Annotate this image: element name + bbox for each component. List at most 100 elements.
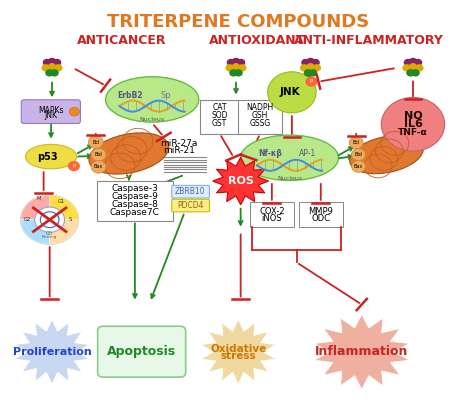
Polygon shape <box>314 314 410 389</box>
Text: iNOS: iNOS <box>262 214 282 224</box>
Text: Sp: Sp <box>161 91 172 100</box>
Text: JNK: JNK <box>45 111 57 120</box>
Text: G1: G1 <box>58 200 65 204</box>
Circle shape <box>307 64 314 70</box>
FancyBboxPatch shape <box>200 100 239 134</box>
Polygon shape <box>201 320 275 384</box>
Circle shape <box>232 64 239 70</box>
Circle shape <box>48 64 55 70</box>
Circle shape <box>88 136 103 148</box>
Circle shape <box>239 65 246 71</box>
Text: p53: p53 <box>37 152 58 162</box>
Text: Caspase-3: Caspase-3 <box>111 184 158 194</box>
Text: Bax: Bax <box>94 164 103 169</box>
Ellipse shape <box>350 136 423 174</box>
FancyBboxPatch shape <box>97 181 173 221</box>
Circle shape <box>68 161 80 171</box>
Circle shape <box>55 65 62 71</box>
Text: ZBRB10: ZBRB10 <box>175 187 206 196</box>
Text: JNK: JNK <box>279 87 300 97</box>
Text: M: M <box>36 196 41 200</box>
FancyBboxPatch shape <box>98 326 186 377</box>
Circle shape <box>407 70 414 76</box>
Circle shape <box>232 58 239 64</box>
Circle shape <box>48 58 55 64</box>
Circle shape <box>35 207 64 232</box>
Circle shape <box>91 160 106 173</box>
Text: MAPKs: MAPKs <box>38 106 64 114</box>
Wedge shape <box>50 195 79 220</box>
Circle shape <box>352 149 365 160</box>
Text: ANTICANCER: ANTICANCER <box>77 34 167 47</box>
Wedge shape <box>21 195 50 220</box>
Circle shape <box>403 65 410 71</box>
Text: Bax: Bax <box>354 164 363 169</box>
Text: NO: NO <box>404 111 422 121</box>
Text: PDCD4: PDCD4 <box>177 201 204 210</box>
Text: CAT: CAT <box>212 103 227 112</box>
Text: IL6: IL6 <box>403 119 422 129</box>
FancyBboxPatch shape <box>250 202 294 227</box>
Text: S: S <box>69 217 73 222</box>
FancyBboxPatch shape <box>21 100 81 124</box>
Circle shape <box>404 60 411 66</box>
Text: Caspase7C: Caspase7C <box>110 208 160 217</box>
Text: Oxidative: Oxidative <box>210 344 266 354</box>
Circle shape <box>313 65 320 71</box>
Text: MMP9: MMP9 <box>308 207 333 216</box>
Circle shape <box>312 60 319 66</box>
Text: Resting: Resting <box>42 236 57 240</box>
Text: Bid: Bid <box>355 152 363 157</box>
Text: TRITERPENE COMPOUNDS: TRITERPENE COMPOUNDS <box>107 13 369 31</box>
Circle shape <box>410 64 417 70</box>
Circle shape <box>54 60 61 66</box>
Ellipse shape <box>89 133 169 174</box>
Circle shape <box>307 58 314 64</box>
Ellipse shape <box>106 77 199 122</box>
Text: Inflammation: Inflammation <box>315 345 409 358</box>
Circle shape <box>44 60 51 66</box>
Ellipse shape <box>241 135 338 180</box>
Polygon shape <box>15 320 89 384</box>
Text: GSH: GSH <box>252 111 268 120</box>
Text: ErbB2: ErbB2 <box>118 91 143 100</box>
Circle shape <box>310 70 317 76</box>
Circle shape <box>268 72 316 113</box>
Circle shape <box>416 65 423 71</box>
Text: P: P <box>72 164 75 168</box>
Circle shape <box>304 70 311 76</box>
Circle shape <box>237 60 245 66</box>
Circle shape <box>414 60 421 66</box>
Text: miR-27a: miR-27a <box>160 139 197 148</box>
Circle shape <box>42 65 49 71</box>
FancyBboxPatch shape <box>172 186 210 198</box>
Text: ANTI-INFLAMMATORY: ANTI-INFLAMMATORY <box>294 34 444 47</box>
Text: Nucleus: Nucleus <box>277 176 302 181</box>
Circle shape <box>410 58 417 64</box>
Wedge shape <box>21 220 50 244</box>
Circle shape <box>69 107 80 116</box>
Text: Bid: Bid <box>95 152 102 157</box>
Circle shape <box>349 137 363 149</box>
Text: ODC: ODC <box>311 214 330 224</box>
Circle shape <box>301 65 308 71</box>
Ellipse shape <box>26 144 77 169</box>
Circle shape <box>305 76 318 87</box>
Text: Bcl: Bcl <box>353 140 360 145</box>
Circle shape <box>381 98 445 151</box>
Circle shape <box>91 148 106 161</box>
Circle shape <box>352 160 365 172</box>
Text: Caspase-8: Caspase-8 <box>111 200 158 209</box>
Circle shape <box>21 195 79 244</box>
Text: NADPH: NADPH <box>246 103 274 112</box>
Text: ANTIOXIDANT: ANTIOXIDANT <box>209 34 305 47</box>
Text: miR-21: miR-21 <box>163 146 195 155</box>
Text: ROS: ROS <box>228 176 254 186</box>
Text: AP-1: AP-1 <box>299 149 316 158</box>
Circle shape <box>230 70 237 76</box>
Text: P: P <box>310 79 313 84</box>
Circle shape <box>226 65 233 71</box>
FancyBboxPatch shape <box>238 100 282 134</box>
FancyBboxPatch shape <box>300 202 343 227</box>
Text: G2: G2 <box>24 217 31 222</box>
